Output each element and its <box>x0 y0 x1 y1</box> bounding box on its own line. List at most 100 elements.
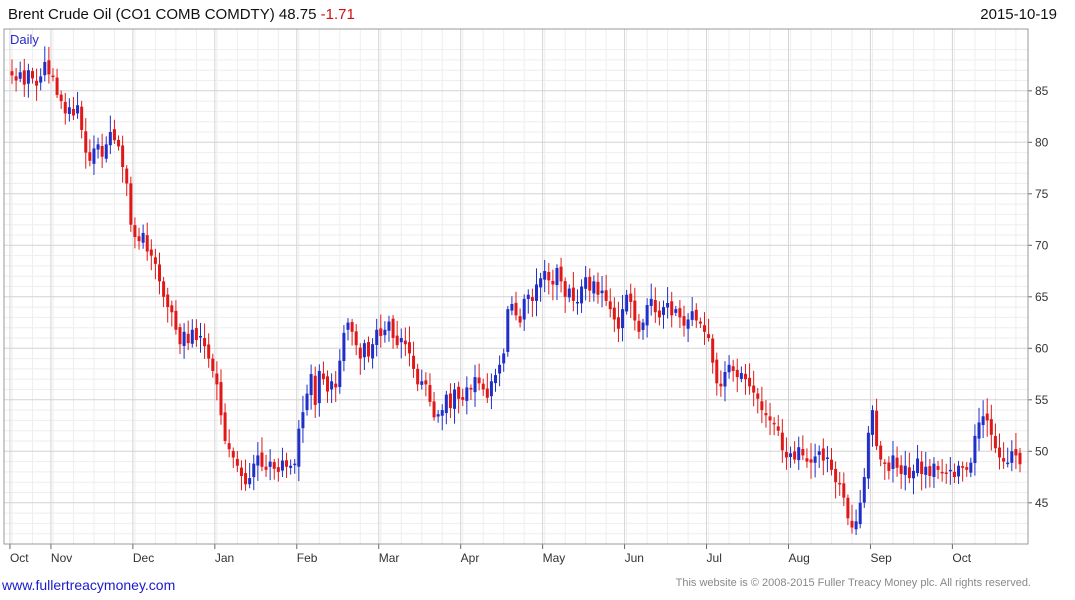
candle-body <box>805 458 809 462</box>
candle-body <box>616 317 620 329</box>
candle-body <box>39 76 43 83</box>
candle-body <box>207 344 211 359</box>
candle-body <box>543 271 547 280</box>
candle-body <box>420 381 424 385</box>
candle-body <box>637 320 641 332</box>
candle-body <box>952 471 956 478</box>
candle-body <box>158 264 162 282</box>
candle-body <box>719 383 723 387</box>
candle-body <box>321 373 325 380</box>
candle-body <box>547 271 551 281</box>
candle-body <box>870 410 874 435</box>
candle-body <box>526 294 530 300</box>
candle-body <box>916 458 920 474</box>
chart-title: Brent Crude Oil (CO1 COMB COMDTY) 48.75 … <box>8 6 355 23</box>
candle-body <box>194 328 198 341</box>
x-tick-label: Jun <box>625 551 644 565</box>
website-link[interactable]: www.fullertreacymoney.com <box>2 577 176 593</box>
candle-body <box>215 373 219 385</box>
candle-body <box>784 452 788 458</box>
candle-body <box>469 387 473 390</box>
candle-body <box>928 466 932 477</box>
candle-body <box>51 75 55 78</box>
x-tick-label: Oct <box>10 551 29 565</box>
candle-body <box>1010 451 1014 463</box>
candle-body <box>248 478 252 485</box>
candle-body <box>645 305 649 326</box>
x-tick-label: Dec <box>133 551 154 565</box>
candle-body <box>280 460 284 471</box>
candle-body <box>43 61 47 76</box>
candle-body <box>1002 458 1006 462</box>
y-tick-label: 65 <box>1035 290 1049 304</box>
x-tick-label: Sep <box>870 551 892 565</box>
candle-body <box>793 451 797 460</box>
y-tick-label: 75 <box>1035 187 1049 201</box>
candle-body <box>924 466 928 475</box>
candle-body <box>162 281 166 297</box>
candle-body <box>522 298 526 320</box>
candle-body <box>698 321 702 324</box>
candle-body <box>76 105 80 114</box>
x-tick-label: Jan <box>215 551 234 565</box>
candle-body <box>817 451 821 455</box>
candle-body <box>768 416 772 421</box>
candle-body <box>961 466 965 468</box>
candle-body <box>309 374 313 396</box>
candle-body <box>731 366 735 371</box>
candle-body <box>883 462 887 464</box>
candle-body <box>129 183 133 225</box>
x-tick-label: Mar <box>379 551 400 565</box>
candle-body <box>256 455 260 466</box>
candle-body <box>657 310 661 318</box>
candle-body <box>227 443 231 450</box>
candle-body <box>301 412 305 429</box>
candle-body <box>289 465 293 468</box>
candle-body <box>940 471 944 474</box>
candle-body <box>391 318 395 338</box>
candle-body <box>453 389 457 409</box>
candle-body <box>293 463 297 466</box>
candle-body <box>231 451 235 458</box>
candle-body <box>588 276 592 291</box>
y-tick-label: 60 <box>1035 341 1049 355</box>
candle-body <box>55 77 59 95</box>
candle-body <box>342 332 346 362</box>
candle-body <box>911 470 915 479</box>
candle-body <box>375 329 379 345</box>
candle-body <box>1018 452 1022 465</box>
candle-body <box>436 414 440 417</box>
candle-body <box>178 327 182 345</box>
candle-body <box>30 71 34 79</box>
candle-body <box>84 131 88 153</box>
candle-body <box>305 393 309 411</box>
candle-body <box>821 448 825 461</box>
candle-body <box>838 482 842 485</box>
candle-body <box>403 340 407 345</box>
candle-body <box>653 299 657 313</box>
candle-body <box>604 290 608 301</box>
candle-body <box>498 364 502 374</box>
candle-body <box>338 360 342 388</box>
candle-body <box>694 309 698 321</box>
candle-body <box>891 455 895 469</box>
candle-body <box>35 80 39 86</box>
candle-body <box>264 466 268 470</box>
candle-body <box>944 472 948 474</box>
candle-body <box>481 383 485 390</box>
candle-body <box>461 397 465 400</box>
candle-body <box>326 376 330 392</box>
x-tick-label: Oct <box>952 551 971 565</box>
candle-body <box>174 310 178 330</box>
candle-body <box>92 148 96 164</box>
candle-body <box>887 462 891 471</box>
candle-body <box>125 168 129 184</box>
candle-body <box>797 447 801 461</box>
candle-body <box>977 422 981 439</box>
candle-body <box>830 459 834 470</box>
candle-body <box>571 287 575 301</box>
copyright-notice: This website is © 2008-2015 Fuller Treac… <box>675 577 1031 589</box>
candle-body <box>428 385 432 402</box>
candle-body <box>100 145 104 157</box>
candle-body <box>674 309 678 313</box>
